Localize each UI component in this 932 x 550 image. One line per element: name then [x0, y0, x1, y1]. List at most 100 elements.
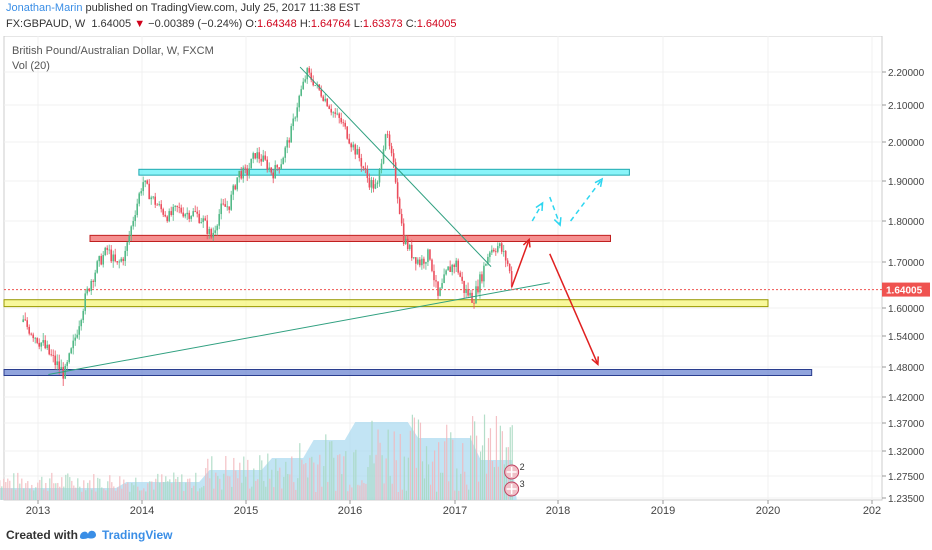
candle-body [128, 235, 130, 243]
candle-body [292, 118, 294, 127]
volume-bar [15, 489, 17, 500]
volume-bar [293, 482, 295, 500]
volume-bar [363, 482, 365, 500]
candle-body [340, 117, 342, 123]
volume-bar [345, 451, 347, 500]
volume-bar [185, 482, 187, 500]
candle-body [102, 254, 104, 265]
volume-bar [67, 473, 69, 500]
candle-body [230, 194, 232, 210]
candle-body [238, 170, 240, 178]
volume-bar [109, 475, 111, 500]
candle-body [244, 167, 246, 169]
candle-body [220, 203, 222, 215]
candle-body [256, 152, 258, 159]
volume-bar [279, 467, 281, 500]
candle-body [112, 254, 114, 262]
candle-body [234, 185, 236, 190]
volume-bar [267, 453, 269, 500]
volume-bar [263, 480, 265, 500]
volume-bar [347, 491, 349, 500]
volume-bar [193, 485, 195, 500]
volume-bar [470, 435, 472, 500]
candle-body [60, 367, 62, 370]
volume-bar [39, 479, 41, 500]
footer-bar: Created with TradingView [0, 520, 932, 550]
candle-body [439, 288, 441, 296]
candle-body [180, 207, 182, 213]
volume-bar [223, 473, 225, 500]
volume-bar [349, 484, 351, 500]
volume-bar [65, 474, 67, 500]
volume-bar [199, 488, 201, 500]
volume-bar [77, 478, 79, 500]
volume-bar [241, 482, 243, 500]
volume-bar [509, 427, 511, 500]
volume-bar [351, 487, 353, 500]
candle-body [284, 147, 286, 158]
volume-bar [415, 467, 418, 500]
candle-body [404, 238, 407, 245]
event-count: 3 [520, 479, 525, 489]
trendline [299, 66, 492, 267]
volume-bar [215, 472, 217, 500]
candle-body [118, 261, 120, 263]
candle-body [72, 340, 74, 349]
candle-body [296, 107, 298, 118]
candle-body [202, 218, 204, 223]
candle-body [108, 249, 110, 251]
open-value: 1.64348 [257, 18, 297, 30]
candle-body [496, 246, 499, 252]
volume-bar [325, 434, 327, 500]
candle-body [52, 354, 54, 356]
candle-body [22, 319, 24, 322]
tradingview-brand[interactable]: TradingView [102, 528, 173, 542]
candle-body [475, 286, 477, 304]
candle-body [224, 204, 226, 207]
zone-cyan [138, 168, 630, 176]
volume-bar [421, 461, 424, 500]
volume-bar [393, 431, 395, 500]
plot-frame [3, 36, 883, 501]
legend-title: British Pound/Australian Dollar, W, FXCM [12, 45, 214, 57]
candle-body [334, 112, 336, 114]
y-tick-label: 1.48000 [888, 363, 925, 374]
candle-body [362, 166, 365, 168]
candle-body [312, 79, 314, 86]
author-link[interactable]: Jonathan-Marin [6, 2, 83, 14]
candle-body [390, 146, 393, 154]
volume-bar [444, 441, 446, 500]
candle-body [58, 361, 60, 370]
candle-body [142, 182, 144, 192]
volume-bar [493, 467, 496, 500]
volume-bar [273, 487, 275, 500]
candle-body [366, 169, 369, 179]
volume-bar [359, 485, 361, 500]
volume-bar [413, 417, 416, 500]
volume-bar [329, 441, 331, 500]
event-count: 2 [520, 462, 525, 472]
last-price-label: 1.64005 [886, 286, 923, 297]
y-tick-label: 2.00000 [888, 138, 925, 149]
candle-body [382, 149, 385, 164]
volume-bar [217, 475, 219, 500]
candle-body [150, 197, 152, 200]
volume-bar [203, 485, 205, 500]
volume-bar [365, 483, 367, 500]
price-chart[interactable]: 2013 2014 2015 2016 2017 2018 2019 2020 202 2.200… [0, 36, 932, 520]
candle-body [206, 220, 208, 234]
candle-body [350, 143, 353, 148]
candle-body [508, 263, 511, 272]
candle-body [26, 320, 28, 327]
volume-bar [23, 488, 25, 500]
volume-bar [227, 475, 229, 500]
candle-body [70, 348, 72, 354]
volume-bar [129, 491, 131, 500]
candle-body [459, 272, 461, 277]
y-tick-label: 1.42000 [888, 393, 925, 404]
candle-body [433, 270, 435, 281]
candle-body [50, 354, 52, 356]
candle-body [124, 250, 126, 262]
legend-volume: Vol (20) [12, 60, 50, 72]
candle-body [168, 211, 170, 222]
